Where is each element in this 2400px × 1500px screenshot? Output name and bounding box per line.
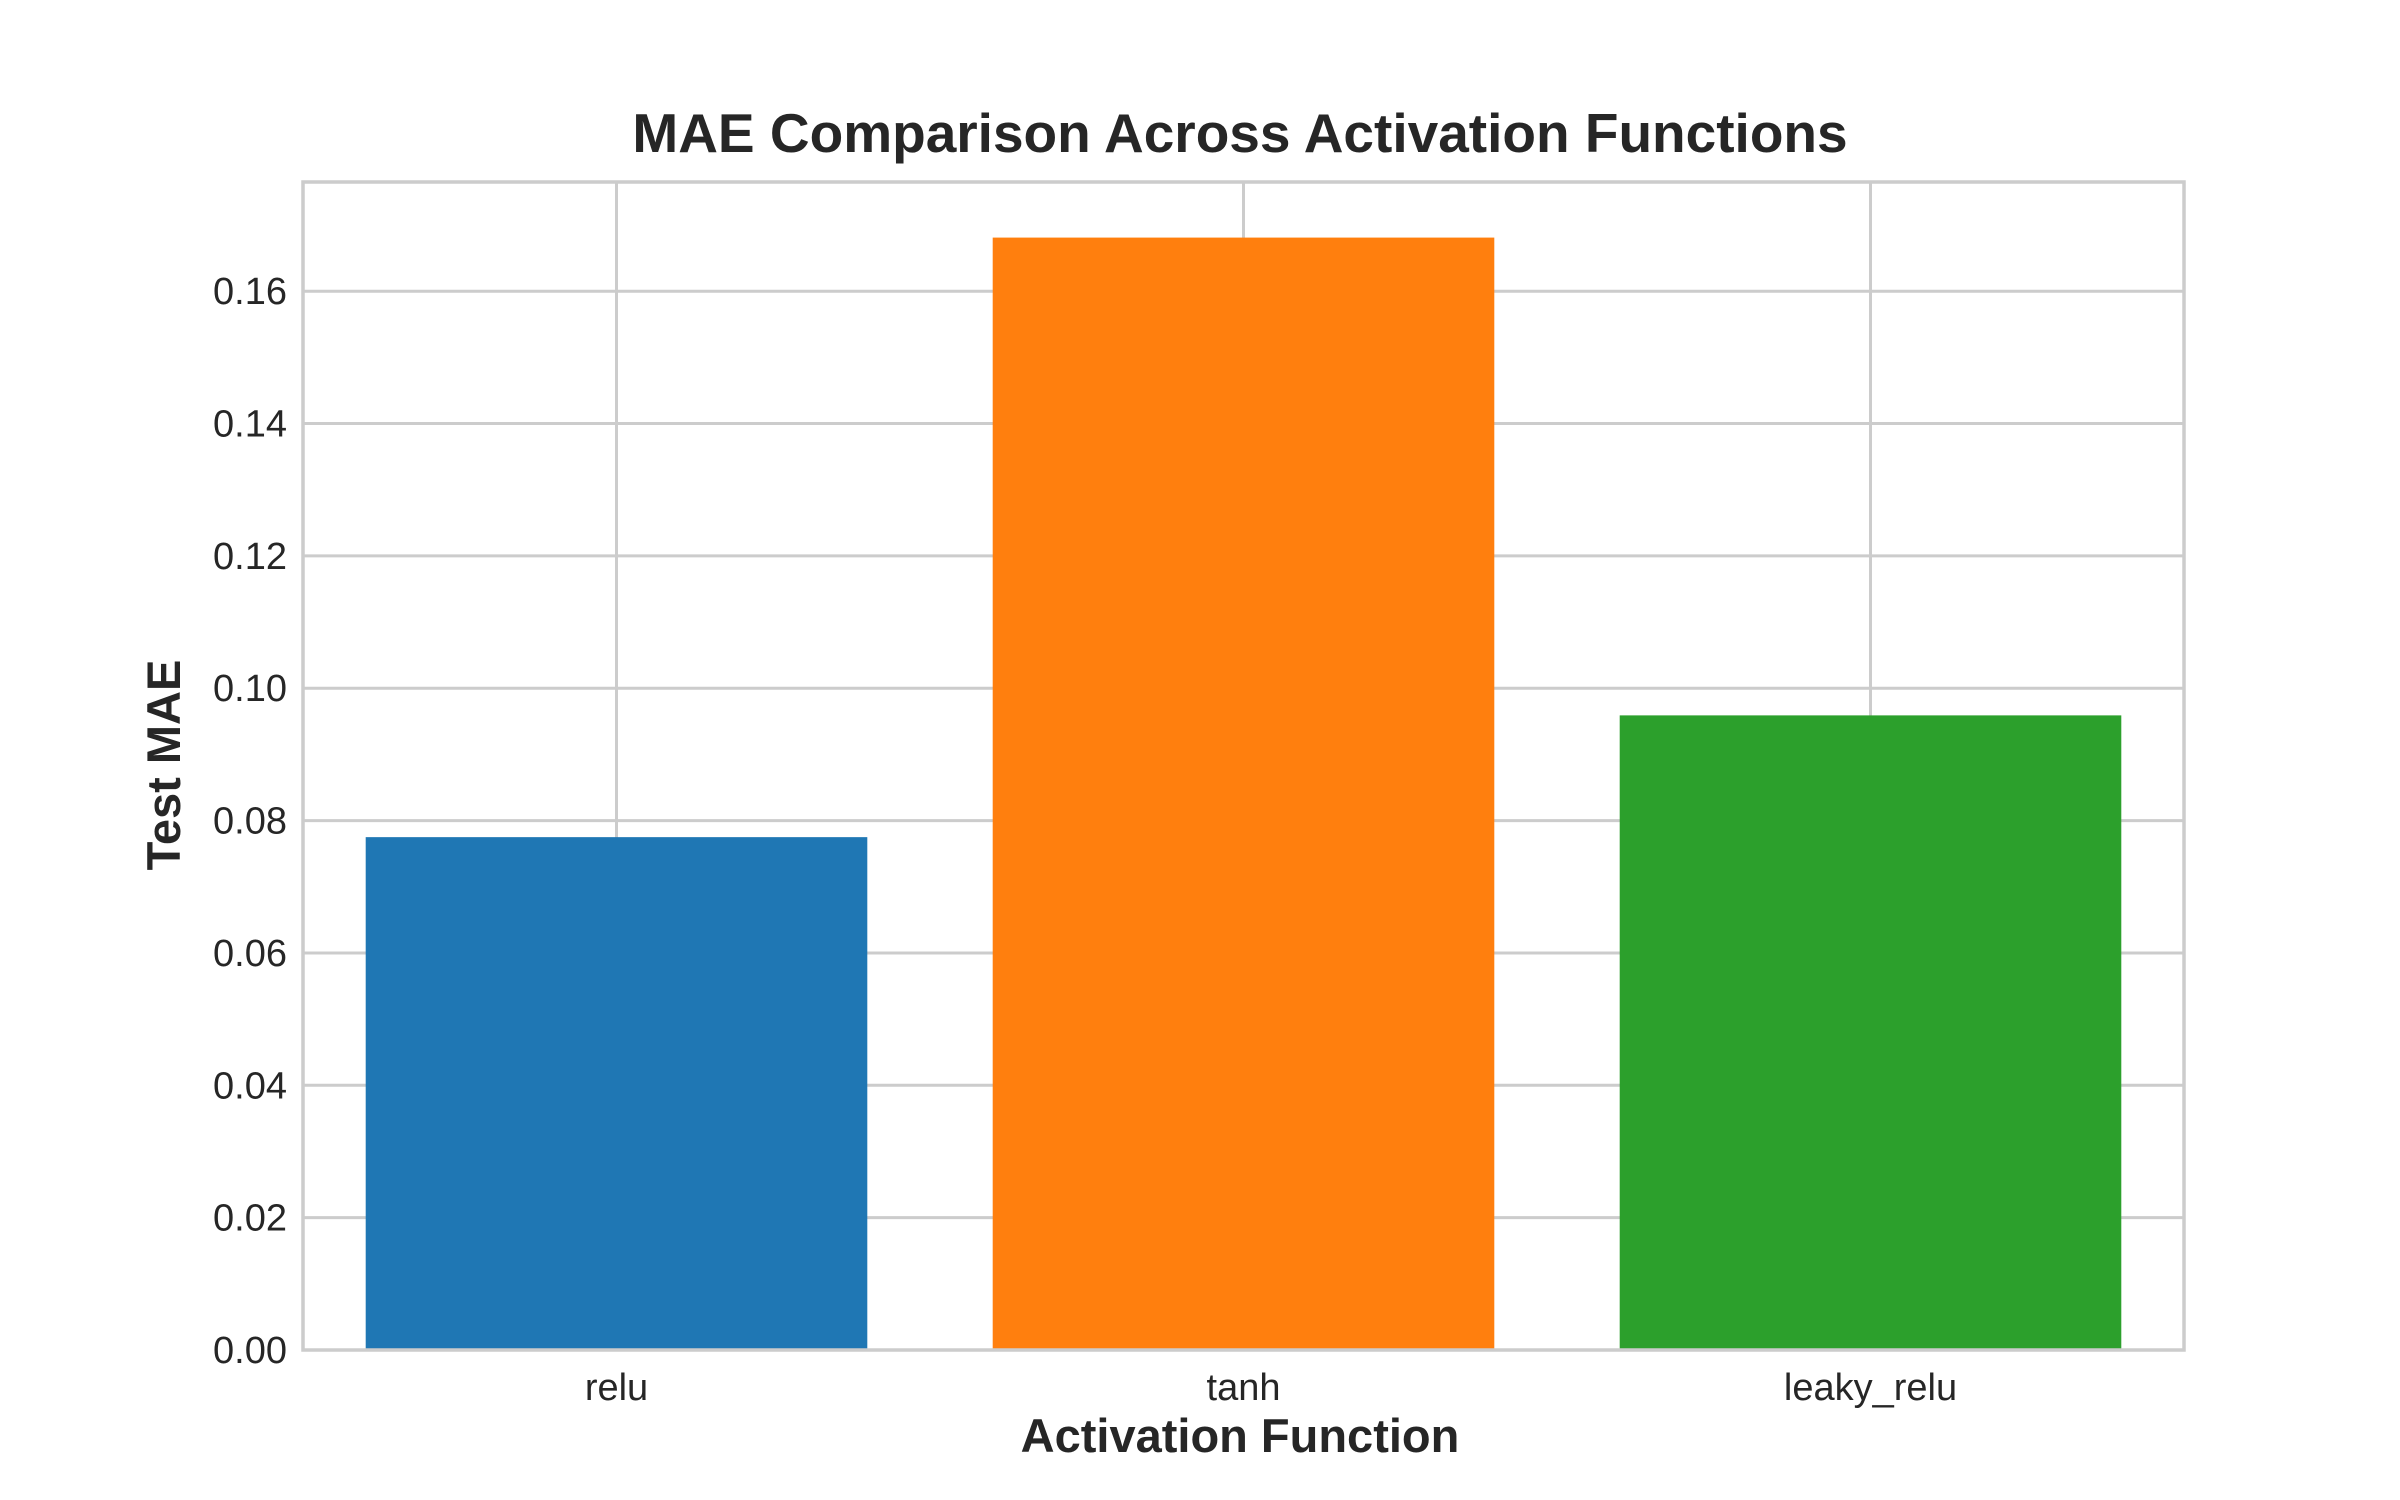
y-tick-label: 0.04 [213, 1065, 287, 1107]
x-tick-label: leaky_relu [1784, 1367, 1957, 1409]
y-tick-label: 0.06 [213, 933, 287, 975]
x-axis-ticks: relu tanh leaky_relu [585, 1367, 1957, 1409]
y-tick-label: 0.00 [213, 1330, 287, 1372]
bars [365, 237, 2122, 1351]
chart-title: MAE Comparison Across Activation Functio… [632, 102, 1847, 164]
bar-tanh [992, 237, 1495, 1351]
bar-leaky-relu [1619, 715, 2122, 1350]
x-tick-label: relu [585, 1367, 648, 1409]
y-axis-ticks: 0.00 0.02 0.04 0.06 0.08 0.10 0.12 0.14 0.16 [213, 271, 287, 1372]
plot-frame [301, 180, 2186, 1352]
y-tick-label: 0.16 [213, 271, 287, 313]
y-tick-label: 0.08 [213, 801, 287, 843]
x-tick-label: tanh [1207, 1367, 1281, 1409]
y-tick-label: 0.12 [213, 536, 287, 578]
y-tick-label: 0.10 [213, 668, 287, 710]
bar-relu [365, 837, 868, 1350]
y-axis-label: Test MAE [137, 660, 190, 871]
y-tick-label: 0.02 [213, 1198, 287, 1240]
y-tick-label: 0.14 [213, 404, 287, 446]
x-axis-label: Activation Function [1021, 1409, 1460, 1462]
